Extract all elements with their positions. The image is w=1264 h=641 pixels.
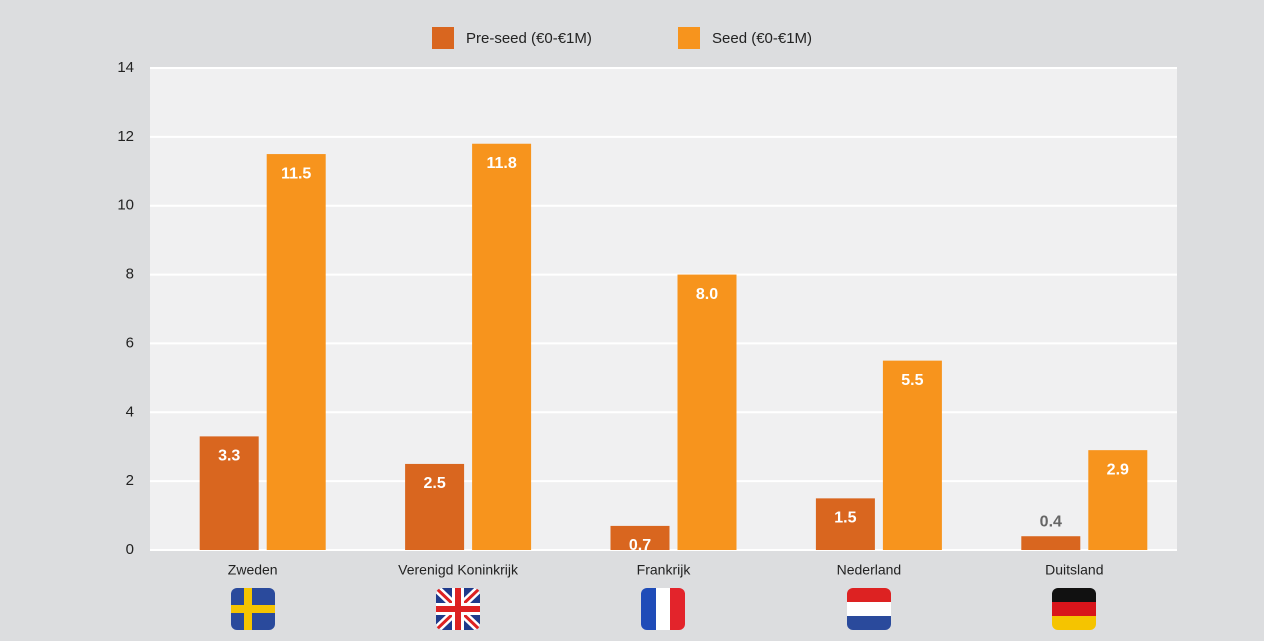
bar [610,525,670,550]
value-label: 1.5 [834,510,856,527]
y-tick-label: 6 [126,334,134,351]
y-tick-label: 4 [126,403,134,420]
bar [815,498,875,550]
legend-swatch [432,27,454,49]
flag-france [641,588,685,630]
flags [231,588,1096,630]
value-label: 2.9 [1107,461,1129,478]
flag-uk [436,588,480,630]
legend-swatch [678,27,700,49]
bar [677,274,737,550]
value-label: 5.5 [901,372,923,389]
x-tick-label: Verenigd Koninkrijk [398,562,519,578]
y-tick-label: 8 [126,266,134,283]
flag-sweden [231,588,275,630]
bar [1088,450,1148,550]
legend-label: Pre-seed (€0-€1M) [466,30,592,47]
value-label: 11.8 [486,155,516,172]
bar [1021,536,1081,550]
bar [266,154,326,551]
legend-label: Seed (€0-€1M) [712,30,812,47]
y-tick-label: 12 [117,128,134,145]
bar [199,436,259,550]
y-tick-label: 14 [117,59,134,76]
x-tick-label: Zweden [228,562,278,578]
y-tick-label: 10 [117,197,134,214]
value-label: 11.5 [281,165,311,182]
y-tick-label: 2 [126,472,134,489]
value-label: 2.5 [423,475,445,492]
value-label: 3.3 [218,448,240,465]
value-label: 8.0 [696,286,718,303]
bar [882,360,942,550]
x-tick-label: Nederland [837,562,902,578]
value-label: 0.7 [629,537,651,554]
value-label: 0.4 [1040,513,1062,530]
x-tick-label: Duitsland [1045,562,1103,578]
x-tick-label: Frankrijk [637,562,692,578]
flag-netherlands [847,588,891,630]
flag-germany [1052,588,1096,630]
bar [405,463,465,550]
y-tick-label: 0 [126,541,134,558]
bar [472,143,532,550]
